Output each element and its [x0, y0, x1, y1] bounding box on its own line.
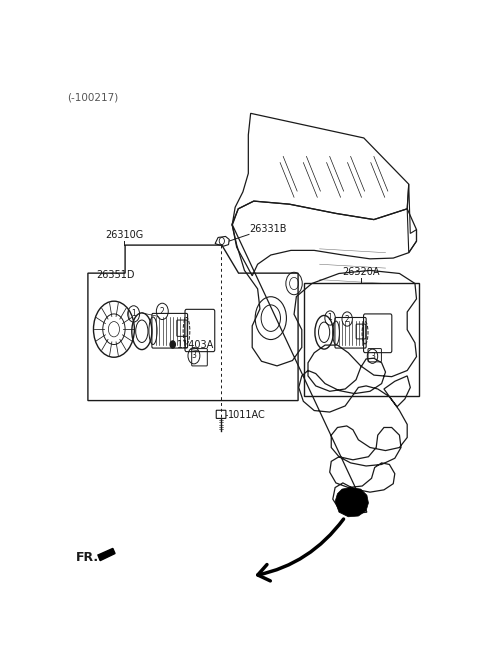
- Text: 26331B: 26331B: [250, 224, 287, 234]
- Text: FR.: FR.: [76, 551, 99, 564]
- Text: 26351D: 26351D: [96, 270, 135, 280]
- Text: 11403A: 11403A: [177, 340, 215, 350]
- Text: (-100217): (-100217): [67, 92, 119, 102]
- Text: 3: 3: [192, 352, 196, 360]
- Text: 1011AC: 1011AC: [228, 410, 265, 420]
- Text: 2: 2: [345, 314, 349, 324]
- Text: 26310G: 26310G: [105, 230, 144, 240]
- FancyArrowPatch shape: [258, 519, 344, 581]
- Text: 2: 2: [160, 307, 165, 316]
- Polygon shape: [98, 548, 115, 561]
- Circle shape: [170, 341, 175, 348]
- Text: 1: 1: [328, 314, 333, 322]
- Text: 1: 1: [132, 309, 136, 318]
- Text: 3: 3: [370, 352, 375, 361]
- Polygon shape: [335, 487, 369, 517]
- Text: 26320A: 26320A: [343, 267, 380, 277]
